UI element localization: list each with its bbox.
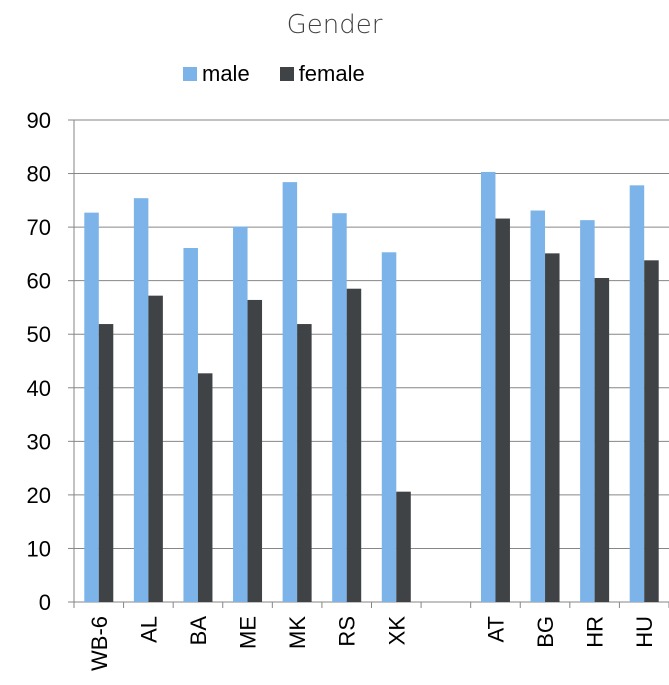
x-tick-label: AT <box>483 616 508 642</box>
bar-female-XK <box>396 491 411 602</box>
x-tick-label: BG <box>533 616 558 648</box>
bar-female-AL <box>148 295 163 602</box>
x-tick-label: XK <box>384 616 409 646</box>
bar-female-WB-6 <box>98 324 114 602</box>
bar-female-MK <box>297 324 312 602</box>
bar-female-BA <box>197 373 213 602</box>
chart-title: Gender <box>286 10 383 40</box>
y-tick-label: 80 <box>27 162 51 187</box>
legend-item-male: male <box>183 61 250 87</box>
bar-male-HU <box>629 185 645 603</box>
y-tick-label: 40 <box>27 376 51 401</box>
x-tick-label: HR <box>583 616 608 648</box>
y-tick-label: 0 <box>39 590 51 615</box>
bar-male-AL <box>133 198 149 603</box>
legend-swatch-female <box>279 67 294 81</box>
bar-male-WB-6 <box>84 212 99 602</box>
bar-female-BG <box>545 253 560 602</box>
y-tick-label: 10 <box>27 536 51 561</box>
y-tick-label: 60 <box>27 269 51 294</box>
x-tick-label: ME <box>236 616 261 649</box>
bar-male-RS <box>332 213 347 603</box>
x-tick-label: WB-6 <box>87 616 112 671</box>
x-tick-label: RS <box>335 616 360 647</box>
legend: male female <box>183 61 395 87</box>
bar-female-HU <box>644 260 659 602</box>
x-tick-label: AL <box>136 616 161 643</box>
legend-label-male: male <box>202 61 250 86</box>
bar-female-AT <box>495 218 510 602</box>
bar-male-AT <box>480 171 496 602</box>
bar-male-MK <box>282 182 298 602</box>
y-tick-label: 30 <box>27 429 51 454</box>
bar-female-ME <box>247 299 263 602</box>
bar-male-BA <box>183 247 198 602</box>
bar-male-XK <box>381 252 397 602</box>
x-tick-label: HU <box>632 616 657 648</box>
y-tick-label: 90 <box>27 108 51 133</box>
bar-male-ME <box>233 226 248 602</box>
bar-female-RS <box>346 288 362 602</box>
y-tick-label: 20 <box>27 483 51 508</box>
bar-male-HR <box>580 220 595 602</box>
y-tick-label: 70 <box>27 215 51 240</box>
x-tick-label: BA <box>186 616 211 646</box>
bar-female-HR <box>594 277 610 602</box>
y-tick-label: 50 <box>27 322 51 347</box>
legend-label-female: female <box>298 61 365 86</box>
bar-male-BG <box>530 210 546 602</box>
legend-item-female: female <box>279 61 365 87</box>
x-tick-label: MK <box>285 616 310 649</box>
legend-swatch-male <box>183 67 197 81</box>
